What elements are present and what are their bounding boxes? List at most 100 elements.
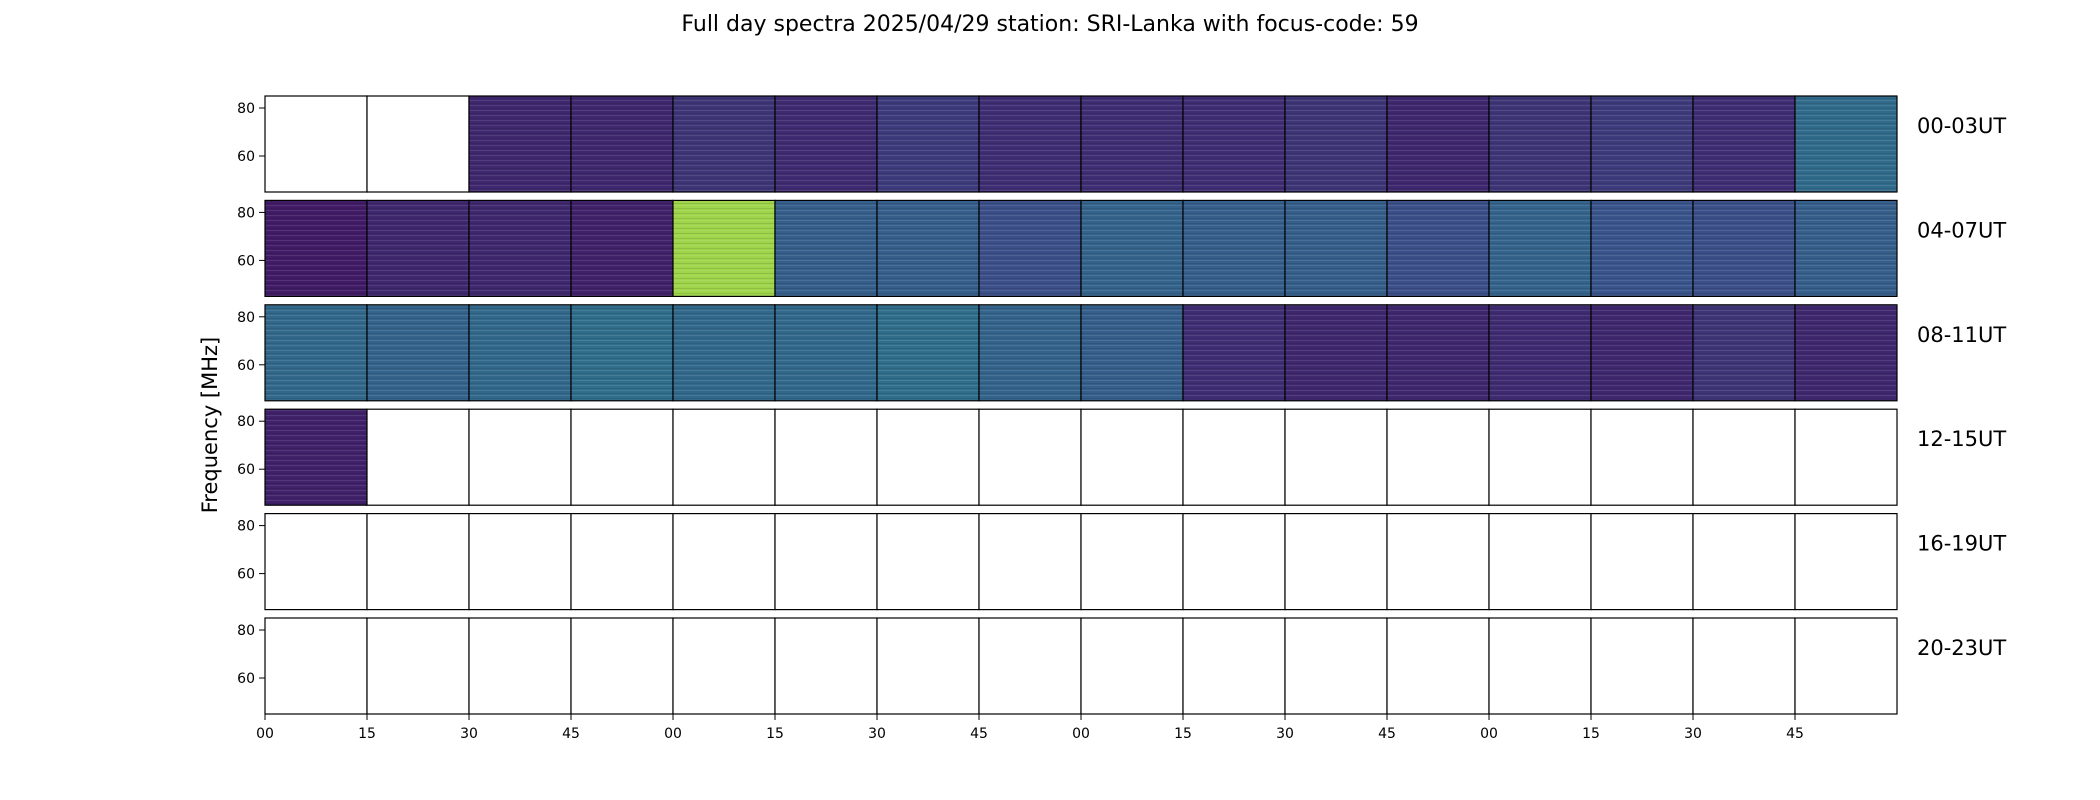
empty-panel-5-15 bbox=[1693, 513, 1795, 610]
y-tick-label: 80 bbox=[237, 205, 255, 221]
empty-panel-6-8 bbox=[979, 618, 1081, 714]
row-label-3: 08-11UT bbox=[1917, 323, 2006, 347]
spectrum-texture bbox=[979, 200, 1081, 297]
x-tick-label: 00 bbox=[1480, 726, 1498, 742]
panel-frame bbox=[1794, 199, 1898, 297]
x-tick-label: 30 bbox=[460, 726, 478, 742]
panel-frame bbox=[1794, 512, 1898, 611]
spectrum-texture bbox=[1183, 96, 1285, 192]
empty-panel-1-1 bbox=[265, 96, 367, 192]
empty-panel-4-8 bbox=[979, 409, 1081, 506]
row-label-4: 12-15UT bbox=[1917, 427, 2006, 451]
empty-panel-5-7 bbox=[877, 513, 979, 610]
empty-panel-5-2 bbox=[367, 513, 469, 610]
spectrum-texture bbox=[571, 304, 673, 401]
empty-panel-6-4 bbox=[571, 618, 673, 714]
spectrum-texture bbox=[1795, 200, 1897, 297]
empty-panel-6-6 bbox=[775, 618, 877, 714]
spectrum-texture bbox=[1591, 304, 1693, 401]
y-tick-label: 80 bbox=[237, 310, 255, 326]
empty-panel-4-12 bbox=[1387, 409, 1489, 506]
empty-panel-4-11 bbox=[1285, 409, 1387, 506]
spectrum-texture bbox=[877, 304, 979, 401]
x-tick-label: 00 bbox=[256, 726, 274, 742]
x-tick-label: 45 bbox=[1378, 726, 1396, 742]
spectrum-texture bbox=[1183, 304, 1285, 401]
y-tick-label: 60 bbox=[237, 358, 255, 374]
spectrum-texture bbox=[1693, 200, 1795, 297]
panel-grid: 80 60 00-03UT 80 60 04-07UT 80 60 08-11UT 80 60 12-… bbox=[237, 95, 2006, 715]
spectrum-texture bbox=[1081, 96, 1183, 192]
row-label-6: 20-23UT bbox=[1917, 636, 2006, 660]
empty-panel-5-3 bbox=[469, 513, 571, 610]
empty-panel-6-3 bbox=[469, 618, 571, 714]
spectrum-texture bbox=[571, 96, 673, 192]
spectrum-texture bbox=[1387, 304, 1489, 401]
empty-panel-6-11 bbox=[1285, 618, 1387, 714]
spectrum-texture bbox=[673, 96, 775, 192]
spectrum-texture bbox=[1183, 200, 1285, 297]
y-tick-label: 60 bbox=[237, 149, 255, 165]
x-tick-label: 15 bbox=[1582, 726, 1600, 742]
x-tick-label: 45 bbox=[970, 726, 988, 742]
spectrum-texture bbox=[1489, 304, 1591, 401]
spectrum-texture bbox=[1489, 200, 1591, 297]
empty-panel-5-14 bbox=[1591, 513, 1693, 610]
spectrum-texture bbox=[1795, 304, 1897, 401]
empty-panel-4-6 bbox=[775, 409, 877, 506]
spectrum-texture bbox=[469, 96, 571, 192]
empty-panel-6-9 bbox=[1081, 618, 1183, 714]
y-tick-label: 80 bbox=[237, 519, 255, 535]
y-tick-label: 60 bbox=[237, 671, 255, 687]
x-tick-label: 15 bbox=[358, 726, 376, 742]
y-tick-label: 60 bbox=[237, 253, 255, 269]
spectrum-texture bbox=[469, 304, 571, 401]
spectrum-texture bbox=[469, 200, 571, 297]
spectrum-texture bbox=[1489, 96, 1591, 192]
empty-panel-4-5 bbox=[673, 409, 775, 506]
spectrum-texture bbox=[1387, 96, 1489, 192]
empty-panel-6-7 bbox=[877, 618, 979, 714]
spectrum-texture bbox=[1285, 304, 1387, 401]
empty-panel-6-12 bbox=[1387, 618, 1489, 714]
spectrum-texture bbox=[1285, 200, 1387, 297]
empty-panel-6-16 bbox=[1795, 618, 1897, 714]
empty-panel-5-13 bbox=[1489, 513, 1591, 610]
spectrum-texture bbox=[673, 304, 775, 401]
spectrum-texture bbox=[1285, 96, 1387, 192]
empty-panel-6-14 bbox=[1591, 618, 1693, 714]
row-label-1: 00-03UT bbox=[1917, 114, 2006, 138]
x-tick-label: 15 bbox=[766, 726, 784, 742]
empty-panel-6-5 bbox=[673, 618, 775, 714]
x-axis: 00 15 30 45 00 15 30 45 00 15 30 45 00 15 30 45 bbox=[256, 714, 1804, 742]
spectrum-texture bbox=[775, 304, 877, 401]
spectrum-texture bbox=[1081, 304, 1183, 401]
chart-title: Full day spectra 2025/04/29 station: SRI… bbox=[681, 12, 1419, 37]
empty-panel-1-2 bbox=[367, 96, 469, 192]
empty-panel-4-13 bbox=[1489, 409, 1591, 506]
empty-panel-4-4 bbox=[571, 409, 673, 506]
spectrum-texture bbox=[1591, 96, 1693, 192]
spectrum-texture bbox=[367, 200, 469, 297]
y-tick-label: 60 bbox=[237, 462, 255, 478]
spectrum-texture bbox=[1387, 200, 1489, 297]
spectrum-texture bbox=[1591, 200, 1693, 297]
row-label-2: 04-07UT bbox=[1917, 218, 2006, 242]
spectrum-texture bbox=[1693, 96, 1795, 192]
spectrum-texture bbox=[367, 304, 469, 401]
empty-panel-6-1 bbox=[265, 618, 367, 714]
empty-panel-4-14 bbox=[1591, 409, 1693, 506]
panel-frame bbox=[1794, 304, 1898, 402]
spectrum-texture bbox=[673, 200, 775, 297]
empty-panel-4-10 bbox=[1183, 409, 1285, 506]
panel-frame bbox=[1794, 95, 1898, 193]
empty-panel-6-13 bbox=[1489, 618, 1591, 714]
panel-frame bbox=[1794, 408, 1898, 506]
spectrum-texture bbox=[1693, 304, 1795, 401]
empty-panel-5-4 bbox=[571, 513, 673, 610]
spectrum-texture bbox=[265, 304, 367, 401]
empty-panel-5-10 bbox=[1183, 513, 1285, 610]
empty-panel-5-12 bbox=[1387, 513, 1489, 610]
empty-panel-4-15 bbox=[1693, 409, 1795, 506]
